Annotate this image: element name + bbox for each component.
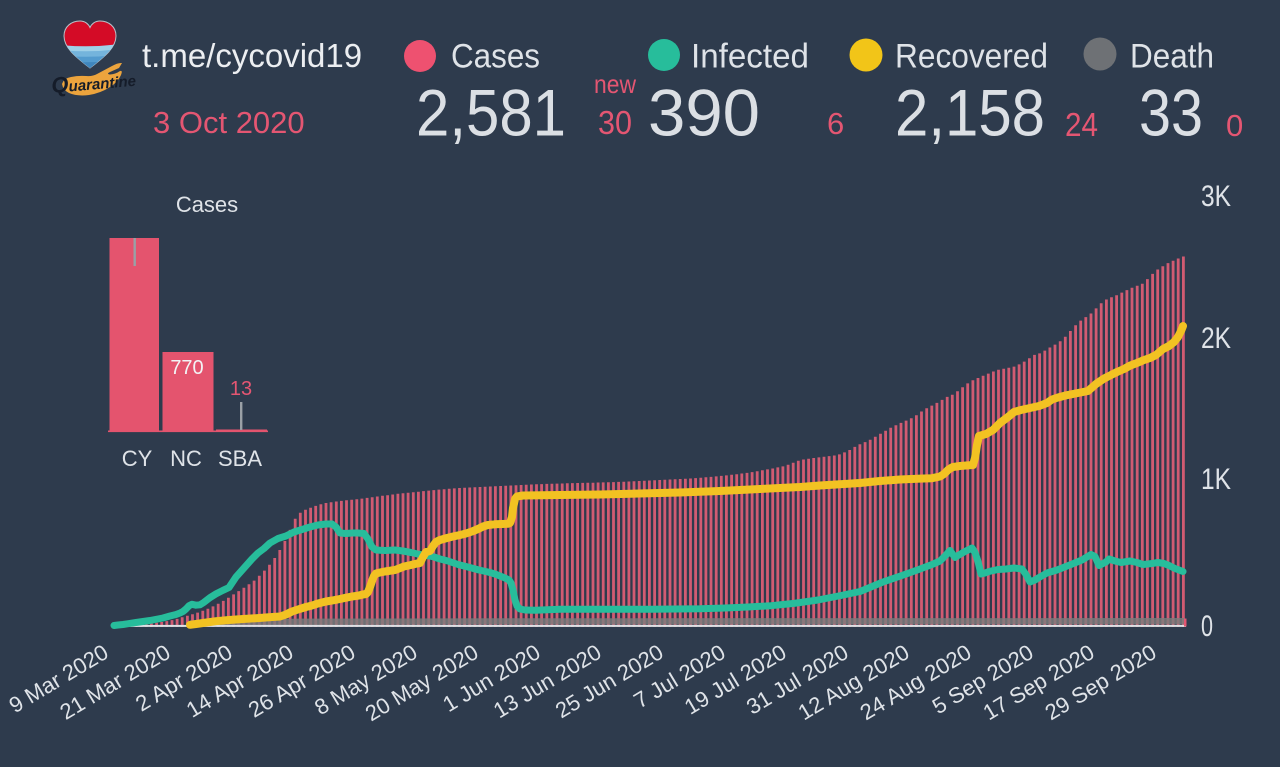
svg-text:1K: 1K — [1201, 463, 1231, 496]
svg-text:NC: NC — [170, 446, 202, 471]
svg-text:2,158: 2,158 — [895, 76, 1045, 150]
svg-text:t.me/cycovid19: t.me/cycovid19 — [142, 37, 362, 74]
svg-text:3 Oct 2020: 3 Oct 2020 — [153, 105, 305, 140]
svg-text:Death: Death — [1130, 38, 1214, 76]
svg-text:390: 390 — [648, 76, 760, 150]
svg-text:30: 30 — [598, 104, 632, 141]
svg-text:24: 24 — [1065, 106, 1098, 143]
svg-text:6: 6 — [827, 106, 844, 141]
svg-text:13: 13 — [230, 378, 252, 400]
svg-text:770: 770 — [170, 357, 203, 379]
svg-text:SBA: SBA — [218, 446, 262, 471]
svg-text:Cases: Cases — [451, 38, 540, 76]
svg-text:2,581: 2,581 — [416, 76, 566, 150]
svg-text:Recovered: Recovered — [895, 38, 1048, 76]
svg-text:3K: 3K — [1201, 180, 1231, 213]
svg-text:new: new — [594, 69, 636, 99]
svg-text:0: 0 — [1201, 610, 1213, 643]
svg-text:0: 0 — [1226, 108, 1243, 143]
svg-text:Cases: Cases — [176, 192, 238, 217]
svg-text:2K: 2K — [1201, 322, 1231, 355]
svg-text:Infected: Infected — [691, 38, 809, 76]
svg-text:33: 33 — [1139, 76, 1203, 150]
svg-text:CY: CY — [122, 446, 153, 471]
